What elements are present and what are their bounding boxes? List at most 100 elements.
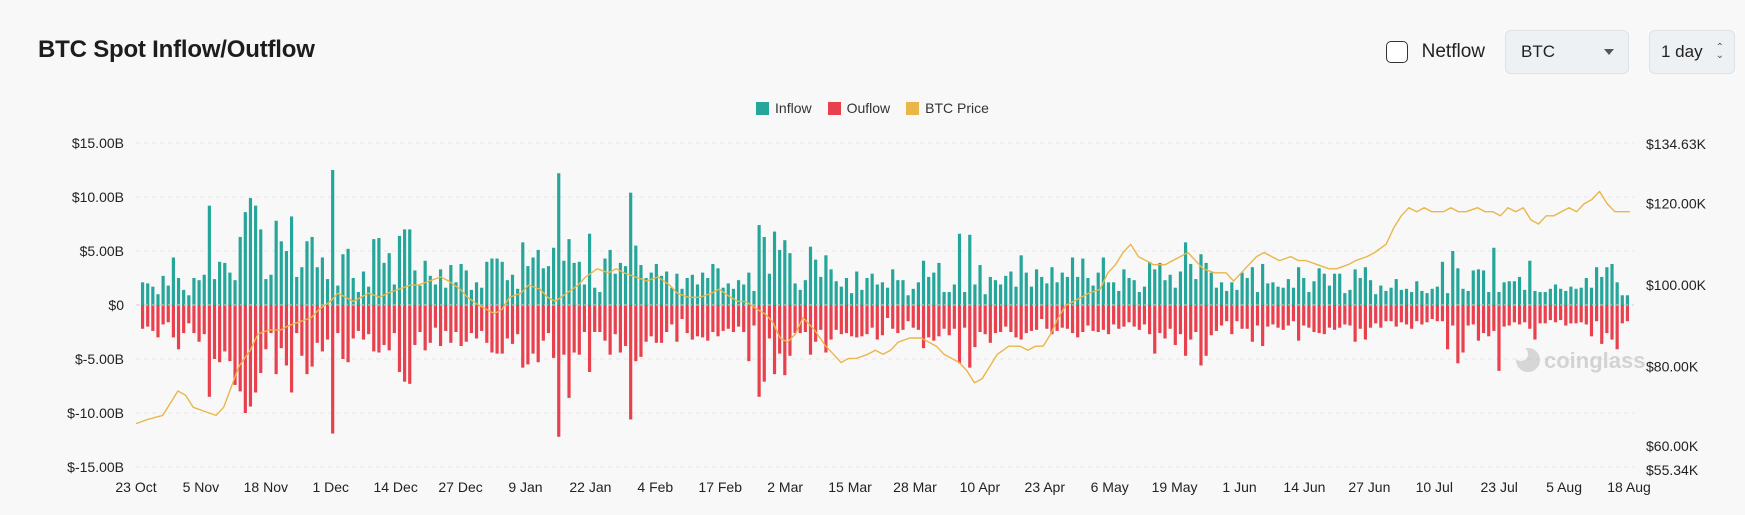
inflow-bar <box>757 225 761 305</box>
outflow-bar <box>1286 305 1290 326</box>
x-tick-label: 5 Nov <box>183 479 220 495</box>
inflow-bar <box>623 266 628 305</box>
x-tick-label: 27 Jun <box>1348 479 1390 495</box>
outflow-bar <box>1302 305 1306 326</box>
inflow-bar <box>911 288 915 305</box>
inflow-bar <box>1096 272 1100 305</box>
outflow-bar <box>721 305 725 331</box>
outflow-bar <box>1291 305 1296 322</box>
inflow-bar <box>947 292 951 305</box>
inflow-bar <box>587 233 592 305</box>
outflow-bar <box>1368 305 1373 328</box>
coin-select[interactable]: BTC <box>1505 30 1629 74</box>
outflow-bar <box>151 305 155 331</box>
y-right-tick-label: $120.00K <box>1646 196 1707 212</box>
outflow-bar <box>582 305 587 332</box>
inflow-bar <box>176 278 181 305</box>
inflow-bar <box>444 287 448 305</box>
outflow-bar <box>490 305 494 353</box>
inflow-bar <box>531 257 535 305</box>
outflow-bar <box>844 305 849 334</box>
inflow-bar <box>1517 276 1522 305</box>
inflow-bar <box>1291 287 1296 305</box>
outflow-bar <box>1481 305 1486 334</box>
outflow-bar <box>536 305 540 363</box>
inflow-bar <box>952 284 956 305</box>
netflow-checkbox[interactable] <box>1385 41 1408 63</box>
netflow-toggle[interactable]: Netflow <box>1385 41 1485 63</box>
outflow-bar <box>243 305 247 413</box>
outflow-bar <box>942 305 946 329</box>
y-left-tick-label: $5.00B <box>80 243 124 259</box>
inflow-bar <box>1122 269 1126 305</box>
inflow-bar <box>629 192 633 305</box>
inflow-bar <box>1343 293 1347 305</box>
outflow-bar <box>284 305 289 366</box>
interval-select-value: 1 day <box>1661 42 1703 61</box>
inflow-bar <box>1553 284 1558 305</box>
outflow-bar <box>305 305 309 375</box>
inflow-bar <box>572 262 576 305</box>
outflow-bar <box>572 305 576 353</box>
interval-select[interactable]: 1 day ⌃ ⌄ <box>1649 30 1735 74</box>
inflow-bar <box>1332 273 1337 305</box>
inflow-bar <box>819 276 823 305</box>
inflow-bar <box>346 248 350 305</box>
outflow-bar <box>608 305 612 355</box>
outflow-bar <box>1096 305 1100 332</box>
inflow-bar <box>1225 290 1229 305</box>
outflow-bar <box>1394 305 1398 327</box>
outflow-bar <box>254 305 258 393</box>
outflow-bar <box>1019 305 1023 340</box>
outflow-bar <box>1399 305 1403 323</box>
y-left-tick-label: $-10.00B <box>67 405 124 421</box>
inflow-bar <box>207 205 211 305</box>
outflow-bar <box>752 305 756 326</box>
inflow-bar <box>325 279 330 305</box>
outflow-bar <box>361 305 366 340</box>
outflow-bar <box>1332 305 1337 330</box>
outflow-bar <box>731 305 736 332</box>
inflow-bar <box>844 278 849 305</box>
outflow-bar <box>1112 305 1116 325</box>
inflow-bar <box>1394 279 1398 305</box>
outflow-bar <box>587 305 592 372</box>
outflow-bar <box>372 305 376 352</box>
inflow-bar <box>387 253 391 305</box>
outflow-bar <box>695 305 700 337</box>
inflow-bar <box>603 258 607 305</box>
inflow-bar <box>1523 289 1527 305</box>
y-right-tick-label: $55.34K <box>1646 462 1699 478</box>
inflow-bar <box>1312 281 1316 305</box>
inflow-bar <box>495 258 499 305</box>
legend-item-outflow[interactable]: Ouflow <box>827 100 890 116</box>
inflow-bar <box>1410 292 1414 305</box>
outflow-bar <box>603 305 607 341</box>
inflow-bar <box>1158 262 1162 305</box>
outflow-bar <box>541 305 545 341</box>
inflow-bar <box>218 261 222 305</box>
outflow-bar <box>387 305 391 351</box>
legend-item-inflow[interactable]: Inflow <box>756 100 812 116</box>
y-right-tick-label: $100.00K <box>1646 277 1707 293</box>
outflow-bar <box>850 305 854 337</box>
inflow-bar <box>264 279 268 305</box>
outflow-bar <box>916 305 920 330</box>
outflow-bar <box>1312 305 1316 332</box>
outflow-bar <box>274 305 278 375</box>
coinglass-watermark-text: coinglass <box>1544 348 1645 373</box>
inflow-bar <box>336 285 340 305</box>
inflow-bar <box>274 220 278 305</box>
inflow-bar <box>1461 288 1465 305</box>
outflow-bar <box>1446 305 1450 350</box>
inflow-bar <box>1204 262 1208 305</box>
legend-item-btc-price[interactable]: BTC Price <box>906 100 989 116</box>
inflow-bar <box>1230 282 1234 305</box>
y-right-tick-label: $80.00K <box>1646 359 1699 375</box>
inflow-bar <box>1240 272 1244 305</box>
outflow-bar <box>1404 305 1409 325</box>
inflow-bar <box>675 273 679 305</box>
outflow-bar <box>1255 305 1260 326</box>
outflow-bar <box>403 305 407 382</box>
outflow-bar <box>1476 305 1481 341</box>
